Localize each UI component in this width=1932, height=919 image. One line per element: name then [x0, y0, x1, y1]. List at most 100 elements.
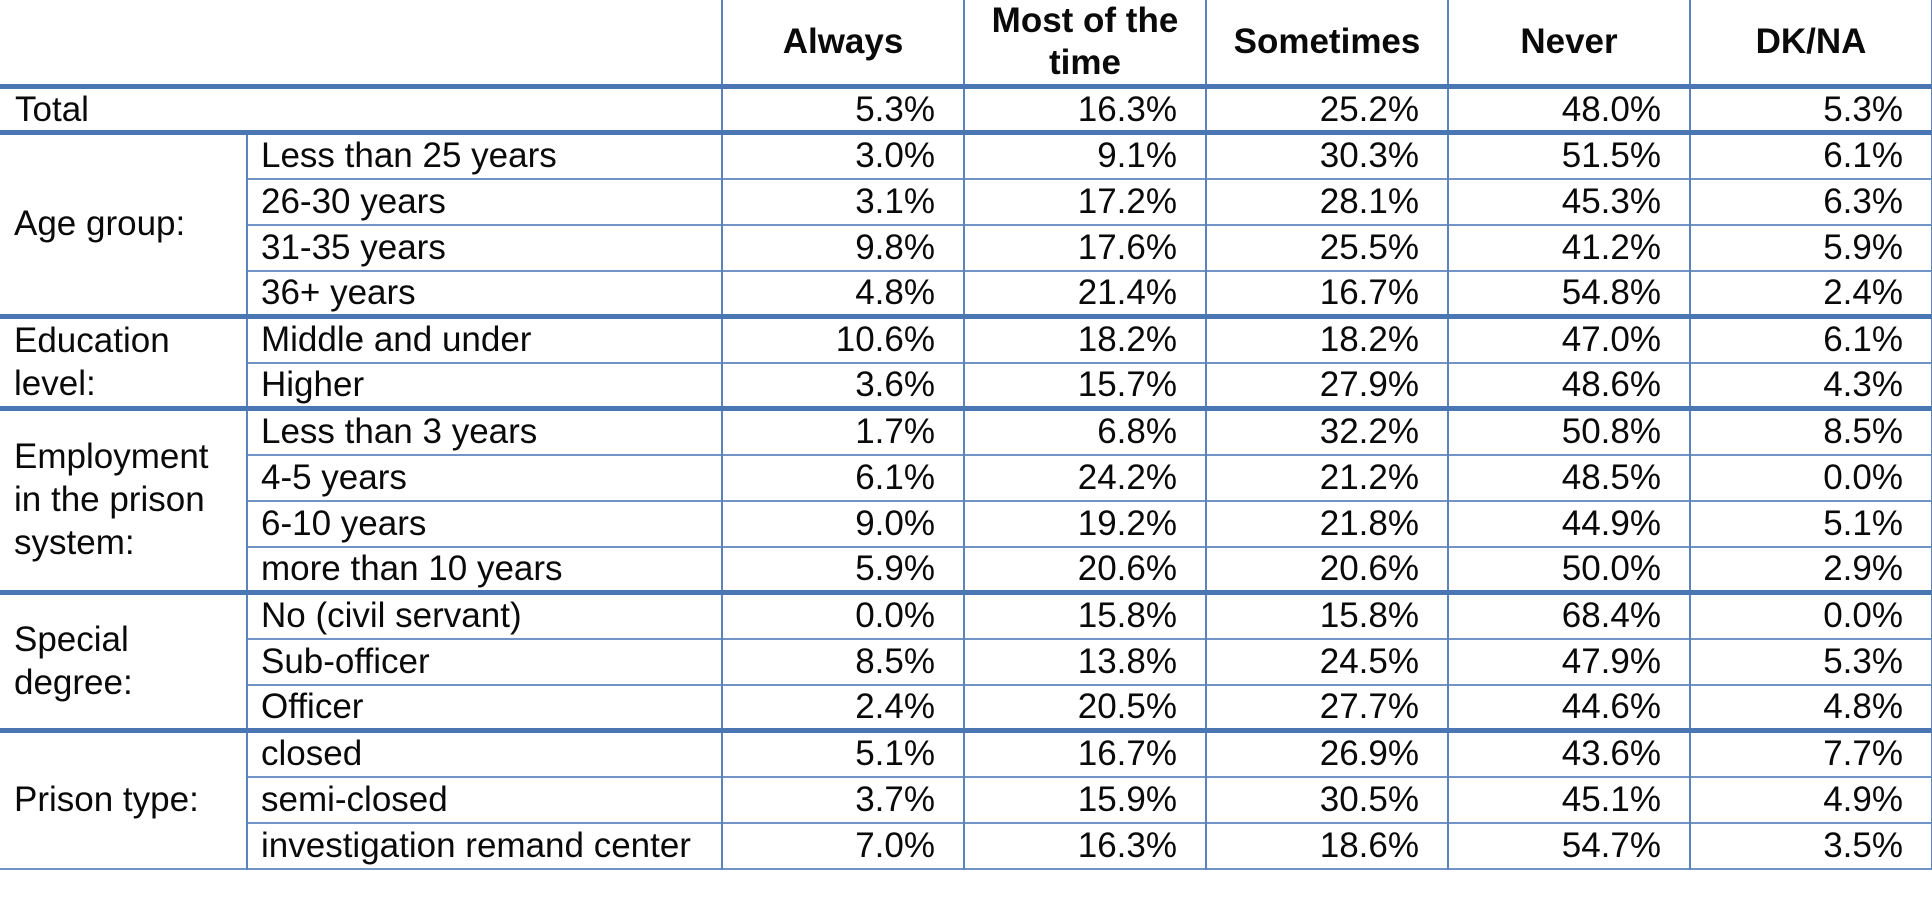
value-cell: 21.4% — [963, 270, 1206, 317]
value-cell: 4.8% — [721, 270, 964, 317]
value-cell: 25.5% — [1205, 224, 1448, 271]
value-cell: 15.9% — [963, 776, 1206, 823]
value-cell: 51.5% — [1447, 132, 1690, 179]
value-cell: 9.1% — [963, 132, 1206, 179]
value-cell: 8.5% — [721, 638, 964, 685]
total-row: Total 5.3% 16.3% 25.2% 48.0% 5.3% — [0, 86, 1932, 133]
value-cell: 47.9% — [1447, 638, 1690, 685]
value-cell: 15.8% — [963, 592, 1206, 639]
table-body: Total 5.3% 16.3% 25.2% 48.0% 5.3% Age group: Le… — [0, 86, 1932, 869]
value-cell: 41.2% — [1447, 224, 1690, 271]
value-cell: 10.6% — [721, 316, 964, 363]
value-cell: 54.7% — [1447, 822, 1690, 869]
value-cell: 0.0% — [721, 592, 964, 639]
value-cell: 44.6% — [1447, 684, 1690, 731]
row-label: Middle and under — [246, 316, 722, 363]
value-cell: 68.4% — [1447, 592, 1690, 639]
table-row: Prison type: closed 5.1% 16.7% 26.9% 43.6% 7.7… — [0, 730, 1932, 869]
value-cell: 3.0% — [721, 132, 964, 179]
row-label: Total — [0, 86, 722, 133]
value-cell: 6.8% — [963, 408, 1206, 455]
value-cell: 4.8% — [1689, 684, 1932, 731]
table-row: 6-10 years 9.0% 19.2% 21.8% 44.9% 5.1% — [0, 500, 1932, 547]
value-cell: 16.7% — [963, 730, 1206, 777]
value-cell: 18.2% — [1205, 316, 1448, 363]
value-cell: 6.1% — [1689, 316, 1932, 363]
column-header-always: Always — [721, 0, 964, 87]
value-cell: 9.0% — [721, 500, 964, 547]
value-cell: 28.1% — [1205, 178, 1448, 225]
value-cell: 21.2% — [1205, 454, 1448, 501]
value-cell: 13.8% — [963, 638, 1206, 685]
table-row: more than 10 years 5.9% 20.6% 20.6% 50.0% 2.9… — [0, 546, 1932, 593]
value-cell: 16.3% — [963, 86, 1206, 133]
value-cell: 50.0% — [1447, 546, 1690, 593]
row-label: investigation remand center — [246, 822, 722, 869]
value-cell: 3.6% — [721, 362, 964, 409]
table-row: Sub-officer 8.5% 13.8% 24.5% 47.9% 5.3% — [0, 638, 1932, 685]
column-header-dk-na: DK/NA — [1689, 0, 1932, 87]
value-cell: 5.3% — [1689, 638, 1932, 685]
row-label: semi-closed — [246, 776, 722, 823]
row-label: No (civil servant) — [246, 592, 722, 639]
group-label: Prison type: — [0, 730, 247, 869]
survey-results-table: Always Most of the time Sometimes Never … — [0, 0, 1932, 870]
value-cell: 54.8% — [1447, 270, 1690, 317]
value-cell: 5.9% — [721, 546, 964, 593]
value-cell: 26.9% — [1205, 730, 1448, 777]
value-cell: 25.2% — [1205, 86, 1448, 133]
value-cell: 2.4% — [721, 684, 964, 731]
row-label: more than 10 years — [246, 546, 722, 593]
value-cell: 30.5% — [1205, 776, 1448, 823]
value-cell: 44.9% — [1447, 500, 1690, 547]
group-label: Age group: — [0, 132, 247, 317]
value-cell: 18.6% — [1205, 822, 1448, 869]
value-cell: 4.3% — [1689, 362, 1932, 409]
value-cell: 3.5% — [1689, 822, 1932, 869]
value-cell: 0.0% — [1689, 592, 1932, 639]
value-cell: 7.7% — [1689, 730, 1932, 777]
row-label: Higher — [246, 362, 722, 409]
value-cell: 27.9% — [1205, 362, 1448, 409]
value-cell: 2.4% — [1689, 270, 1932, 317]
value-cell: 18.2% — [963, 316, 1206, 363]
table-row: investigation remand center 7.0% 16.3% 18.6… — [0, 822, 1932, 869]
value-cell: 24.2% — [963, 454, 1206, 501]
value-cell: 50.8% — [1447, 408, 1690, 455]
row-label: 6-10 years — [246, 500, 722, 547]
value-cell: 3.7% — [721, 776, 964, 823]
value-cell: 48.0% — [1447, 86, 1690, 133]
row-label: closed — [246, 730, 722, 777]
row-label: 26-30 years — [246, 178, 722, 225]
table-row: Special degree: No (civil servant) 0.0% 15.… — [0, 592, 1932, 731]
value-cell: 5.3% — [721, 86, 964, 133]
value-cell: 5.3% — [1689, 86, 1932, 133]
value-cell: 48.6% — [1447, 362, 1690, 409]
value-cell: 2.9% — [1689, 546, 1932, 593]
value-cell: 15.7% — [963, 362, 1206, 409]
row-label: Less than 25 years — [246, 132, 722, 179]
group-label: Employment in the prison system: — [0, 408, 247, 593]
table-row: 31-35 years 9.8% 17.6% 25.5% 41.2% 5.9% — [0, 224, 1932, 271]
table-row: 4-5 years 6.1% 24.2% 21.2% 48.5% 0.0% — [0, 454, 1932, 501]
value-cell: 9.8% — [721, 224, 964, 271]
value-cell: 5.9% — [1689, 224, 1932, 271]
table-row: Education level: Middle and under 10.6% 18.… — [0, 316, 1932, 409]
row-label: 4-5 years — [246, 454, 722, 501]
value-cell: 3.1% — [721, 178, 964, 225]
row-label: Sub-officer — [246, 638, 722, 685]
row-label: Less than 3 years — [246, 408, 722, 455]
value-cell: 4.9% — [1689, 776, 1932, 823]
table-row: 26-30 years 3.1% 17.2% 28.1% 45.3% 6.3% — [0, 178, 1932, 225]
value-cell: 5.1% — [1689, 500, 1932, 547]
value-cell: 48.5% — [1447, 454, 1690, 501]
value-cell: 20.6% — [1205, 546, 1448, 593]
value-cell: 16.3% — [963, 822, 1206, 869]
column-header-sometimes: Sometimes — [1205, 0, 1448, 87]
value-cell: 6.1% — [721, 454, 964, 501]
row-label: 36+ years — [246, 270, 722, 317]
row-label: Officer — [246, 684, 722, 731]
group-label: Special degree: — [0, 592, 247, 731]
value-cell: 17.6% — [963, 224, 1206, 271]
corner-cell — [0, 0, 722, 87]
